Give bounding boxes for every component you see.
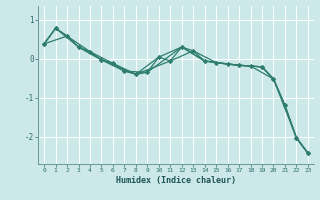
X-axis label: Humidex (Indice chaleur): Humidex (Indice chaleur)	[116, 176, 236, 185]
